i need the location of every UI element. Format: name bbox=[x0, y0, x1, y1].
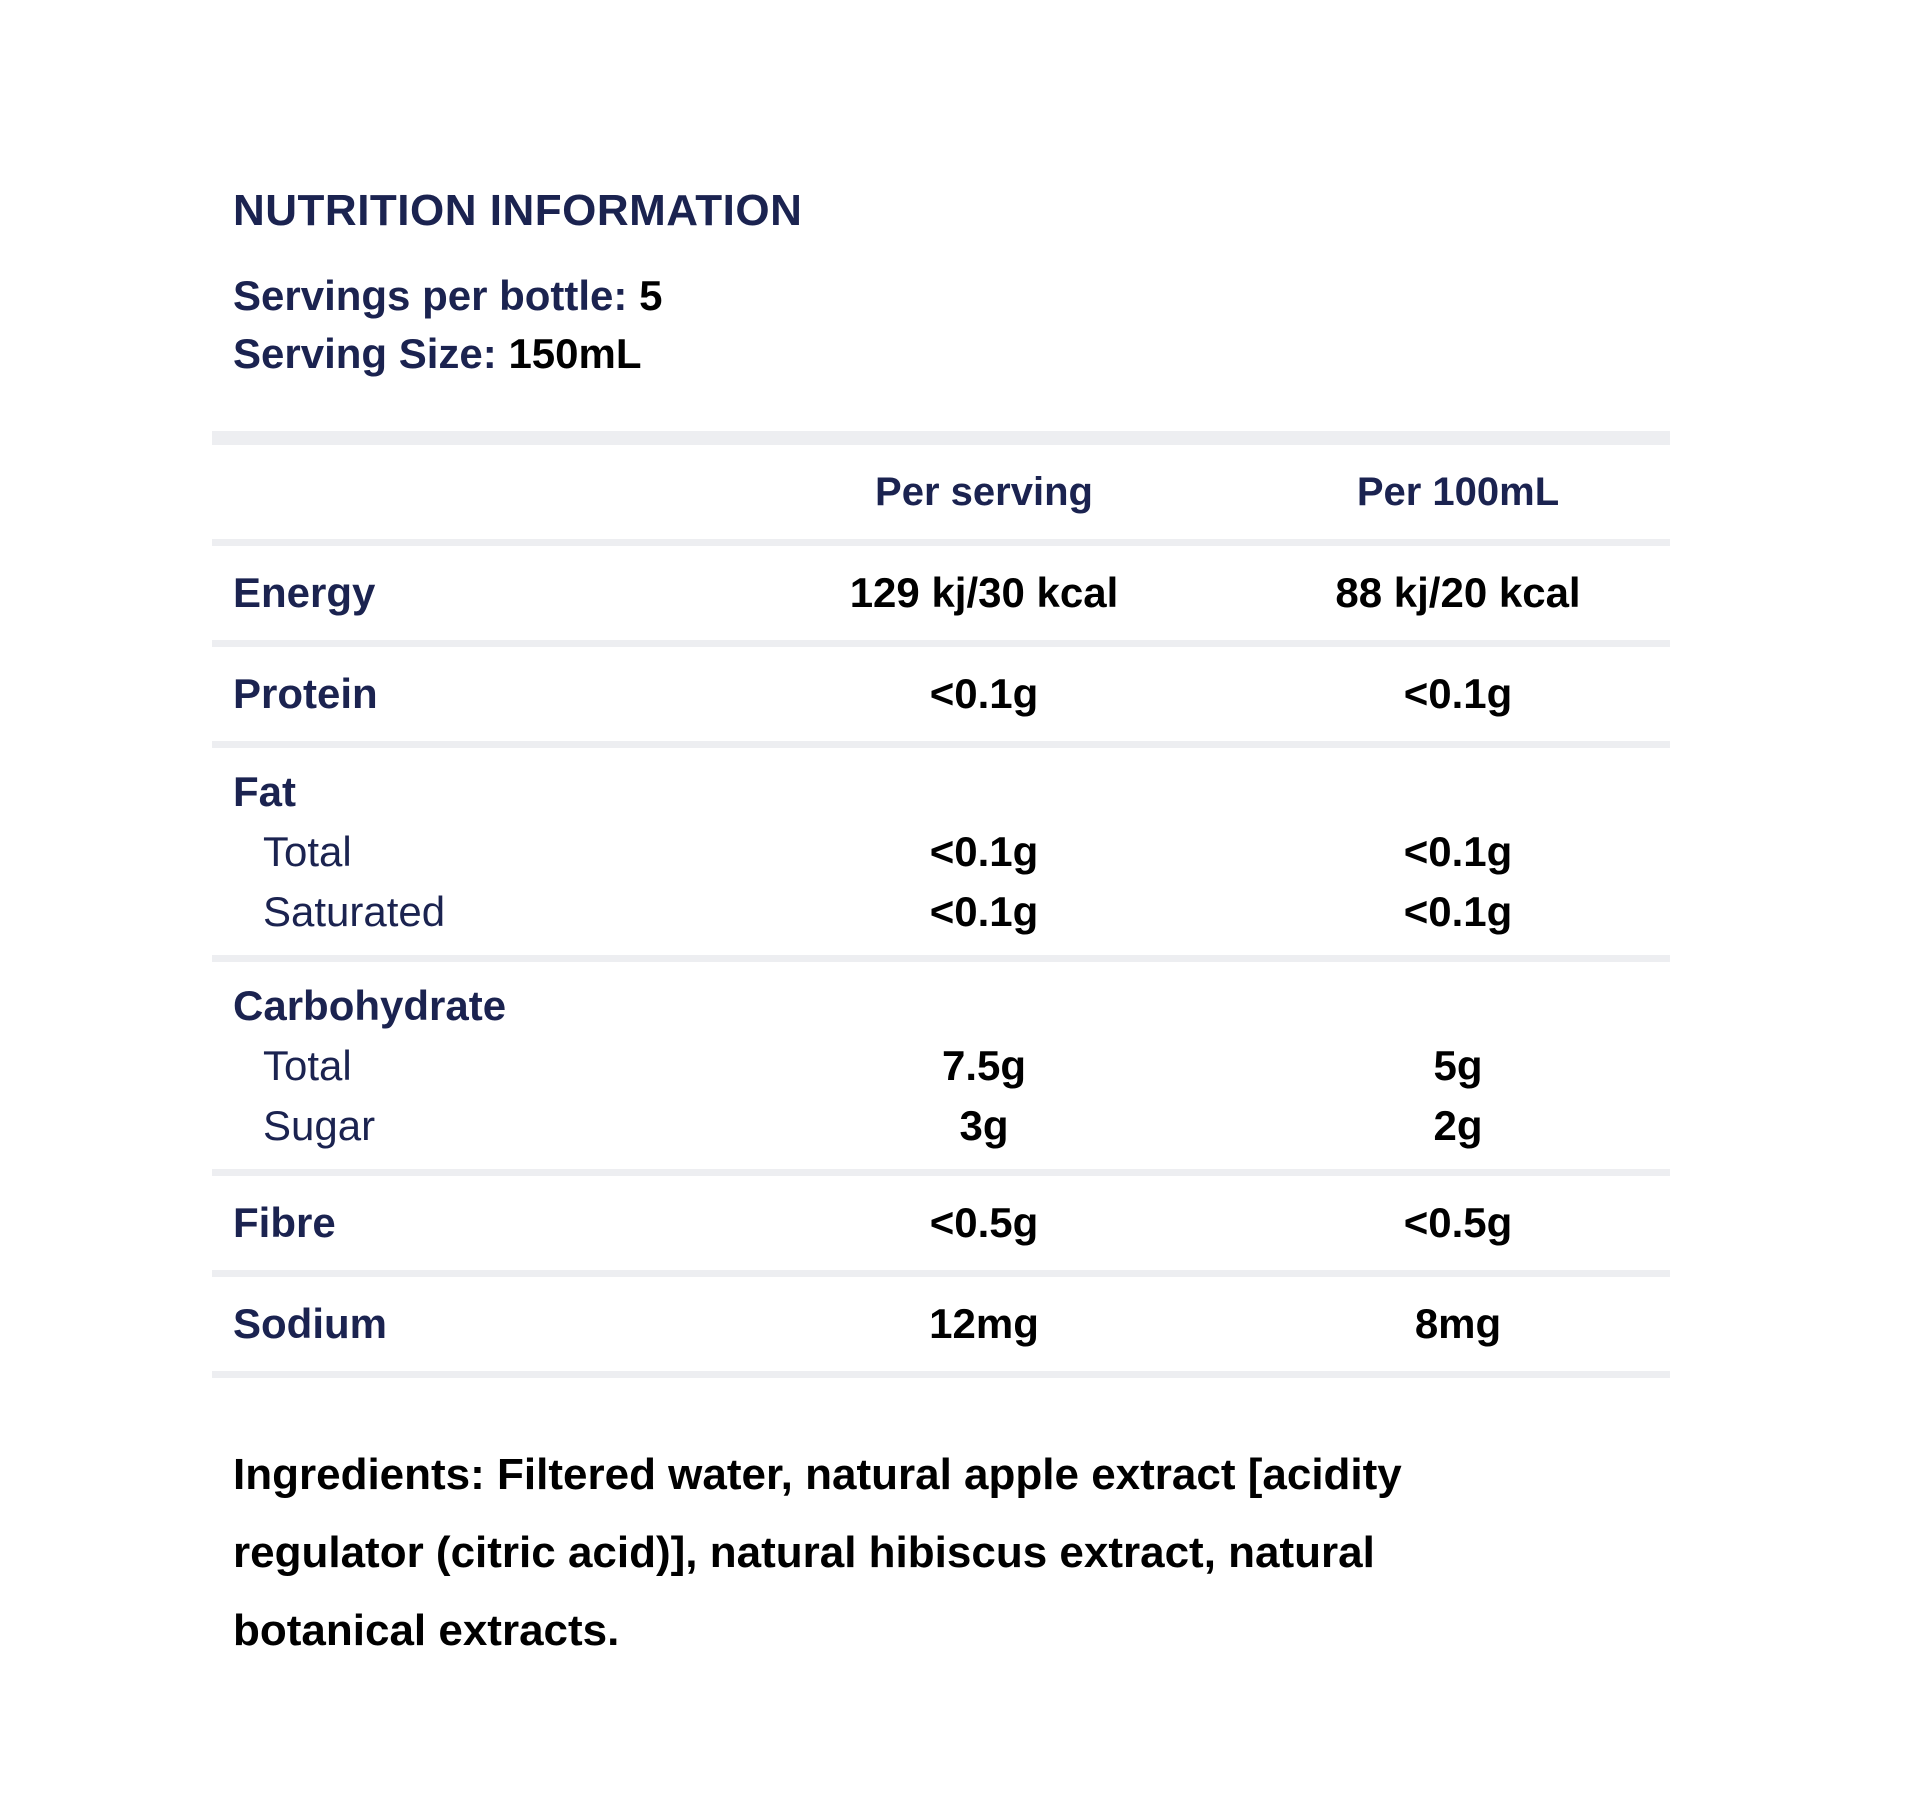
carbohydrate-labels-cell: Carbohydrate Total Sugar bbox=[212, 976, 710, 1156]
row-label-fat-total: Total bbox=[263, 828, 352, 875]
page-title: NUTRITION INFORMATION bbox=[233, 186, 803, 235]
serving-size-line: Serving Size: 150mL bbox=[233, 325, 1670, 383]
fat-labels-cell: Fat Total Saturated bbox=[212, 762, 710, 942]
fat-total-per-100ml-value: <0.1g bbox=[1403, 828, 1513, 875]
protein-per-100ml-value: <0.1g bbox=[1403, 670, 1513, 717]
row-label-protein: Protein bbox=[233, 670, 378, 717]
carbohydrate-per-serving-cell: 7.5g 3g bbox=[710, 976, 1258, 1156]
fibre-per-100ml-value: <0.5g bbox=[1403, 1199, 1513, 1246]
table-row-carbohydrate: Carbohydrate Total Sugar 7.5g 3g 5g 2g bbox=[212, 962, 1670, 1176]
row-label-energy: Energy bbox=[233, 569, 376, 616]
ingredients-paragraph: Ingredients: Filtered water, natural app… bbox=[233, 1436, 1573, 1670]
servings-per-bottle-value: 5 bbox=[639, 272, 663, 319]
table-row-protein: Protein <0.1g <0.1g bbox=[212, 647, 1670, 748]
fat-saturated-per-100ml-value: <0.1g bbox=[1403, 888, 1513, 935]
fat-per-100ml-cell: <0.1g <0.1g bbox=[1258, 762, 1658, 942]
fat-group-spacer-2 bbox=[1258, 762, 1658, 822]
table-header-row: Per serving Per 100mL bbox=[212, 445, 1670, 546]
table-row-sodium: Sodium 12mg 8mg bbox=[212, 1277, 1670, 1378]
carbohydrate-per-100ml-cell: 5g 2g bbox=[1258, 976, 1658, 1156]
fat-per-serving-cell: <0.1g <0.1g bbox=[710, 762, 1258, 942]
fat-saturated-per-serving-value: <0.1g bbox=[929, 888, 1039, 935]
energy-per-serving-value: 129 kj/30 kcal bbox=[849, 569, 1119, 616]
row-label-carbohydrate: Carbohydrate bbox=[233, 982, 507, 1029]
row-label-carbohydrate-sugar: Sugar bbox=[263, 1102, 376, 1149]
table-top-divider bbox=[212, 431, 1670, 445]
table-row-fat: Fat Total Saturated <0.1g <0.1g <0.1g <0… bbox=[212, 748, 1670, 962]
row-label-sodium: Sodium bbox=[233, 1300, 387, 1347]
row-label-fat-saturated: Saturated bbox=[263, 888, 446, 935]
table-row-energy: Energy 129 kj/30 kcal 88 kj/20 kcal bbox=[212, 546, 1670, 647]
column-header-per-serving: Per serving bbox=[875, 469, 1093, 514]
carbohydrate-total-per-serving-value: 7.5g bbox=[941, 1042, 1027, 1089]
servings-per-bottle-label: Servings per bottle: bbox=[233, 272, 628, 319]
nutrition-label-content: NUTRITION INFORMATION Servings per bottl… bbox=[212, 0, 1670, 1670]
table-row-fibre: Fibre <0.5g <0.5g bbox=[212, 1176, 1670, 1277]
row-label-fat: Fat bbox=[233, 768, 296, 815]
carbohydrate-sugar-per-100ml-value: 2g bbox=[1433, 1102, 1483, 1149]
nutrition-table: Per serving Per 100mL Energy 129 kj/30 k… bbox=[212, 445, 1670, 1378]
column-header-per-100ml: Per 100mL bbox=[1356, 469, 1560, 514]
ingredients-line-2: regulator (citric acid)], natural hibisc… bbox=[233, 1528, 1375, 1577]
fibre-per-serving-value: <0.5g bbox=[929, 1199, 1039, 1246]
sodium-per-100ml-value: 8mg bbox=[1414, 1300, 1502, 1347]
serving-size-label: Serving Size: bbox=[233, 330, 497, 377]
serving-size-value: 150mL bbox=[508, 330, 642, 377]
fat-group-spacer bbox=[710, 762, 1258, 822]
sodium-per-serving-value: 12mg bbox=[929, 1300, 1039, 1347]
fat-total-per-serving-value: <0.1g bbox=[929, 828, 1039, 875]
ingredients-line-1: Ingredients: Filtered water, natural app… bbox=[233, 1450, 1402, 1499]
row-label-fibre: Fibre bbox=[233, 1199, 336, 1246]
carbohydrate-total-per-100ml-value: 5g bbox=[1433, 1042, 1483, 1089]
carbohydrate-group-spacer-2 bbox=[1258, 976, 1658, 1036]
carbohydrate-group-spacer bbox=[710, 976, 1258, 1036]
row-label-carbohydrate-total: Total bbox=[263, 1042, 352, 1089]
servings-per-bottle-line: Servings per bottle: 5 bbox=[233, 267, 1670, 325]
energy-per-100ml-value: 88 kj/20 kcal bbox=[1335, 569, 1581, 616]
ingredients-line-3: botanical extracts. bbox=[233, 1606, 620, 1655]
protein-per-serving-value: <0.1g bbox=[929, 670, 1039, 717]
carbohydrate-sugar-per-serving-value: 3g bbox=[959, 1102, 1009, 1149]
